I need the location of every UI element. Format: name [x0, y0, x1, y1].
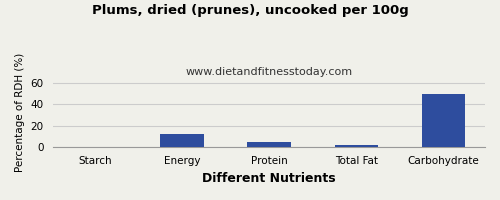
Bar	[422, 94, 466, 147]
Bar	[160, 134, 204, 147]
Bar	[248, 142, 291, 147]
X-axis label: Different Nutrients: Different Nutrients	[202, 172, 336, 185]
Y-axis label: Percentage of RDH (%): Percentage of RDH (%)	[15, 53, 25, 172]
Title: www.dietandfitnesstoday.com: www.dietandfitnesstoday.com	[186, 67, 353, 77]
Bar	[334, 145, 378, 147]
Text: Plums, dried (prunes), uncooked per 100g: Plums, dried (prunes), uncooked per 100g	[92, 4, 408, 17]
